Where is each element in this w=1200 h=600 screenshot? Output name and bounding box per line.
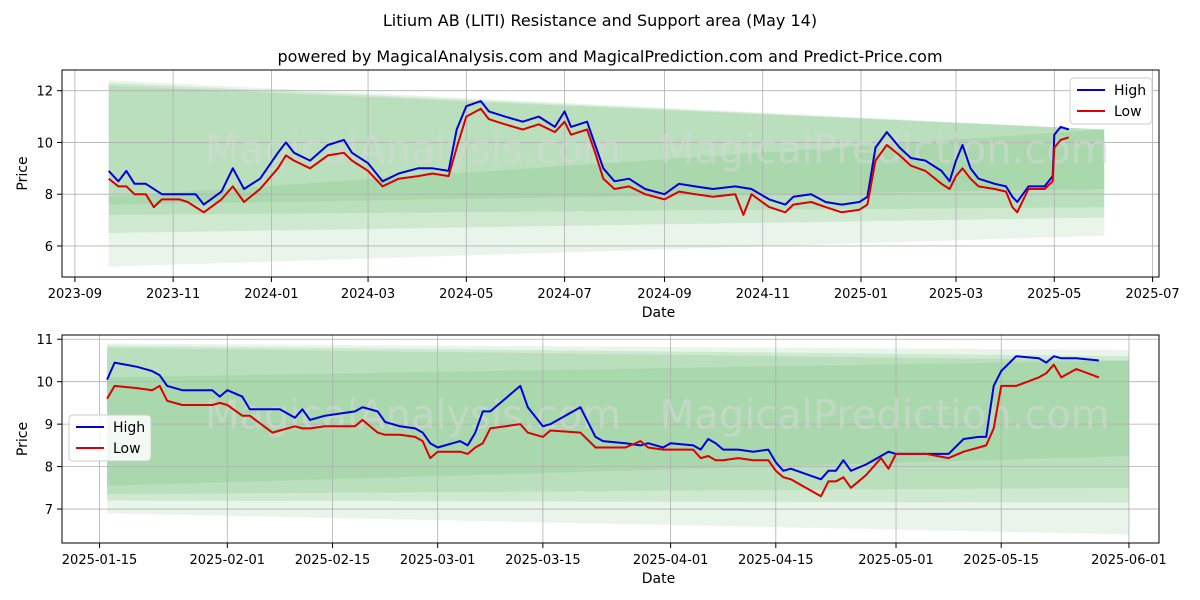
x-tick-label: 2023-11 bbox=[146, 287, 200, 302]
y-tick-label: 10 bbox=[36, 376, 53, 391]
watermark-left: MagicalAnalysis.com bbox=[205, 127, 621, 173]
x-tick-label: 2024-09 bbox=[637, 287, 691, 302]
support-resistance-band-4 bbox=[107, 360, 1129, 486]
x-tick-label: 2025-02-15 bbox=[295, 553, 371, 568]
series-line-high bbox=[107, 100, 1070, 206]
x-tick-label: 2025-05-01 bbox=[858, 553, 934, 568]
support-resistance-band-3 bbox=[107, 347, 1129, 495]
series-line-low bbox=[106, 363, 1100, 498]
y-tick-label: 6 bbox=[45, 240, 53, 255]
x-tick-label: 2025-06-01 bbox=[1091, 553, 1167, 568]
x-tick-label: 2024-03 bbox=[341, 287, 395, 302]
x-tick-label: 2025-01-15 bbox=[62, 553, 138, 568]
support-resistance-band-1 bbox=[107, 343, 1129, 535]
x-tick-label: 2024-05 bbox=[439, 287, 493, 302]
x-tick-label: 2025-07 bbox=[1125, 287, 1179, 302]
plot-frame bbox=[61, 69, 1160, 278]
x-tick-label: 2025-04-15 bbox=[738, 553, 814, 568]
x-tick-label: 2023-09 bbox=[48, 287, 102, 302]
x-tick-label: 2025-05-15 bbox=[963, 553, 1039, 568]
y-axis-label: Price bbox=[15, 422, 31, 456]
x-tick-label: 2025-03-01 bbox=[400, 553, 476, 568]
y-axis-label: Price bbox=[15, 156, 31, 190]
legend-label-high: High bbox=[113, 420, 145, 436]
chart-title: Litium AB (LITI) Resistance and Support … bbox=[383, 11, 817, 30]
y-tick-label: 10 bbox=[36, 136, 53, 151]
x-tick-label: 2025-05 bbox=[1027, 287, 1081, 302]
y-tick-label: 9 bbox=[45, 418, 53, 433]
series-line-low bbox=[108, 107, 1070, 216]
legend-label-low: Low bbox=[1114, 104, 1142, 120]
support-resistance-band-3 bbox=[108, 85, 1105, 215]
x-tick-label: 2025-03-15 bbox=[505, 553, 581, 568]
legend-label-high: High bbox=[1114, 83, 1146, 99]
y-tick-label: 7 bbox=[45, 503, 53, 518]
watermark-right: MagicalPrediction.com bbox=[660, 393, 1110, 439]
legend: High Low bbox=[68, 414, 152, 462]
x-tick-label: 2025-02-01 bbox=[190, 553, 266, 568]
top-panel: MagicalAnalysis.com MagicalPrediction.com… bbox=[15, 69, 1180, 321]
y-tick-label: 12 bbox=[36, 85, 53, 100]
y-tick-label: 8 bbox=[45, 188, 53, 203]
x-tick-label: 2024-01 bbox=[244, 287, 298, 302]
y-tick-label: 11 bbox=[36, 333, 53, 348]
plot-frame bbox=[61, 334, 1160, 544]
chart-subtitle: powered by MagicalAnalysis.com and Magic… bbox=[277, 47, 942, 66]
x-axis-label: Date bbox=[642, 305, 675, 321]
bottom-panel: MagicalAnalysis.com MagicalPrediction.com… bbox=[15, 333, 1167, 587]
support-resistance-band-4 bbox=[108, 129, 1105, 205]
x-tick-label: 2024-11 bbox=[736, 287, 790, 302]
plot-area: MagicalAnalysis.com MagicalPrediction.com bbox=[62, 70, 1159, 277]
plot-area: MagicalAnalysis.com MagicalPrediction.com bbox=[62, 335, 1159, 543]
x-axis-label: Date bbox=[642, 571, 675, 587]
x-tick-label: 2024-07 bbox=[537, 287, 591, 302]
legend-label-low: Low bbox=[113, 441, 141, 457]
x-tick-label: 2025-03 bbox=[929, 287, 983, 302]
legend: High Low bbox=[1069, 77, 1153, 125]
support-resistance-band-2 bbox=[108, 82, 1105, 234]
x-tick-label: 2025-01 bbox=[834, 287, 888, 302]
x-tick-label: 2025-04-01 bbox=[633, 553, 709, 568]
y-tick-label: 8 bbox=[45, 461, 53, 476]
